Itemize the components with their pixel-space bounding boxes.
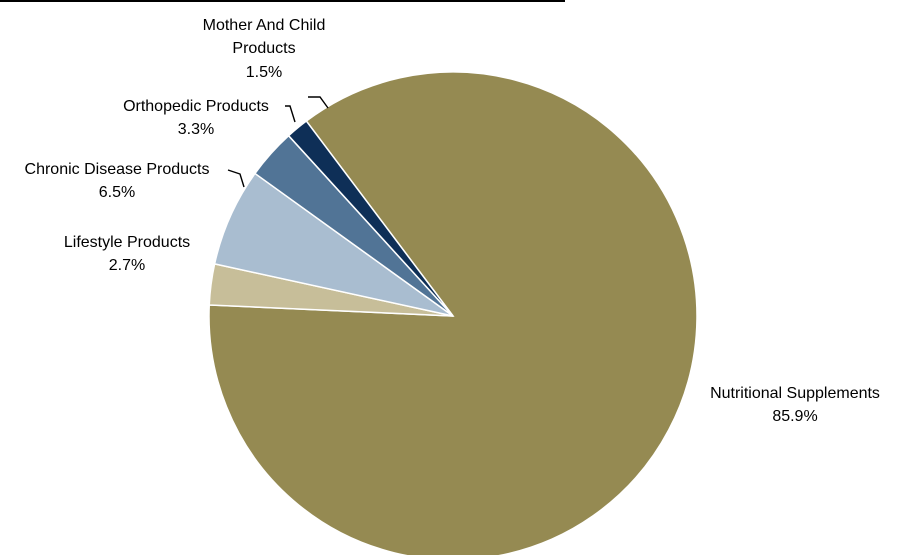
leader-line-orthopedic [285,105,296,123]
pie-slices [208,71,698,555]
slice-label-mother-child-name-2: Products [232,40,295,57]
leader-line-chronic [227,169,245,188]
slice-label-orthopedic-value: 3.3% [178,121,214,138]
pie-slice-mother-and-child-products [287,119,454,317]
slice-label-mother-child-value: 1.5% [246,64,282,81]
slice-label-nutritional-name: Nutritional Supplements [710,385,880,402]
slice-label-nutritional-value: 85.9% [772,408,817,425]
slice-label-orthopedic-name: Orthopedic Products [123,98,269,115]
slice-label-lifestyle-value: 2.7% [109,257,145,274]
slice-label-mother-child-name-1: Mother And Child [203,17,326,34]
leader-lines [227,96,329,188]
slice-label-chronic-value: 6.5% [99,184,135,201]
pie-slice-nutritional-supplements [208,71,698,555]
slice-label-lifestyle-name: Lifestyle Products [64,234,190,251]
slice-label-chronic-name: Chronic Disease Products [25,161,210,178]
leader-line-mother-child [308,96,329,109]
